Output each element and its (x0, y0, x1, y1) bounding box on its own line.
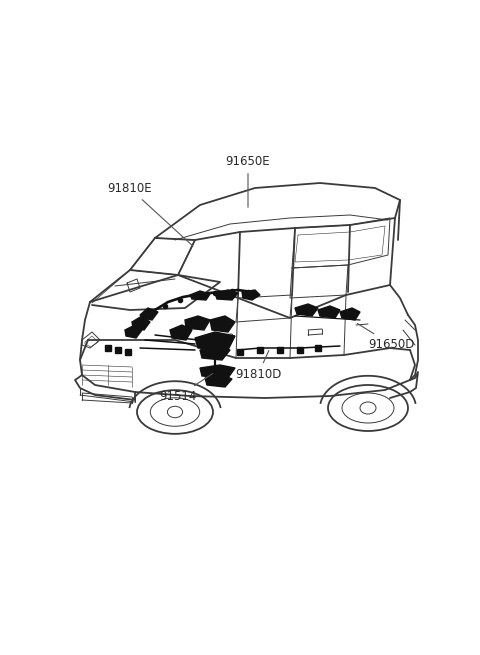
Polygon shape (242, 290, 260, 300)
Text: 91650D: 91650D (358, 324, 414, 351)
Text: 91650E: 91650E (226, 155, 270, 207)
Text: 91810D: 91810D (235, 350, 281, 381)
Polygon shape (295, 304, 318, 316)
Polygon shape (205, 375, 232, 387)
Polygon shape (125, 325, 142, 338)
Polygon shape (170, 325, 192, 340)
Polygon shape (200, 365, 235, 378)
Polygon shape (132, 316, 150, 330)
Polygon shape (195, 332, 235, 350)
Polygon shape (200, 346, 230, 360)
Polygon shape (140, 308, 158, 320)
Polygon shape (340, 308, 360, 320)
Text: 91514: 91514 (159, 373, 213, 403)
Polygon shape (215, 290, 238, 300)
Polygon shape (190, 291, 210, 300)
Polygon shape (210, 316, 235, 332)
Text: 91810E: 91810E (108, 182, 193, 246)
Polygon shape (318, 306, 340, 318)
Polygon shape (185, 316, 210, 330)
